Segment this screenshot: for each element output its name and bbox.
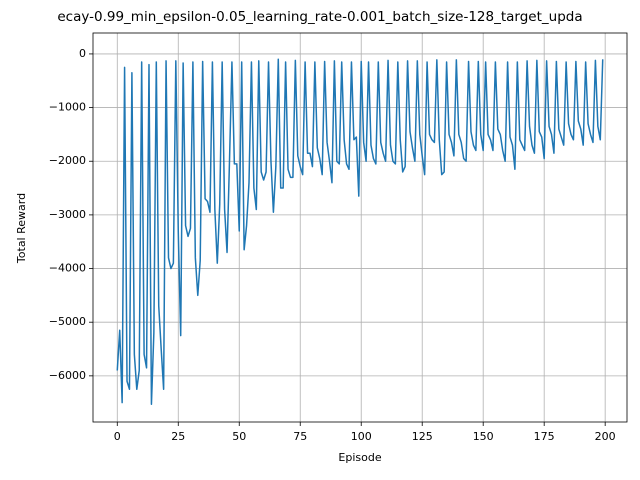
x-axis-label: Episode [338, 451, 381, 464]
x-tick-label: 50 [232, 430, 246, 443]
y-axis-label: Total Reward [15, 193, 28, 264]
y-tick-label: −1000 [49, 101, 86, 114]
x-tick-label: 100 [351, 430, 372, 443]
x-tick-label: 150 [473, 430, 494, 443]
y-tick-label: −2000 [49, 154, 86, 167]
plot-frame [92, 32, 628, 423]
x-tick-label: 75 [293, 430, 307, 443]
y-tick-label: −6000 [49, 369, 86, 382]
x-tick-label: 200 [595, 430, 616, 443]
x-tick-label: 25 [171, 430, 185, 443]
y-tick-label: −4000 [49, 262, 86, 275]
x-tick-label: 125 [412, 430, 433, 443]
y-tick-label: −3000 [49, 208, 86, 221]
x-tick-label: 175 [534, 430, 555, 443]
x-tick-label: 0 [114, 430, 121, 443]
y-tick-label: −5000 [49, 315, 86, 328]
y-tick-label: 0 [79, 47, 86, 60]
chart-title: ecay-0.99_min_epsilon-0.05_learning_rate… [57, 9, 582, 25]
data-line [116, 58, 604, 406]
